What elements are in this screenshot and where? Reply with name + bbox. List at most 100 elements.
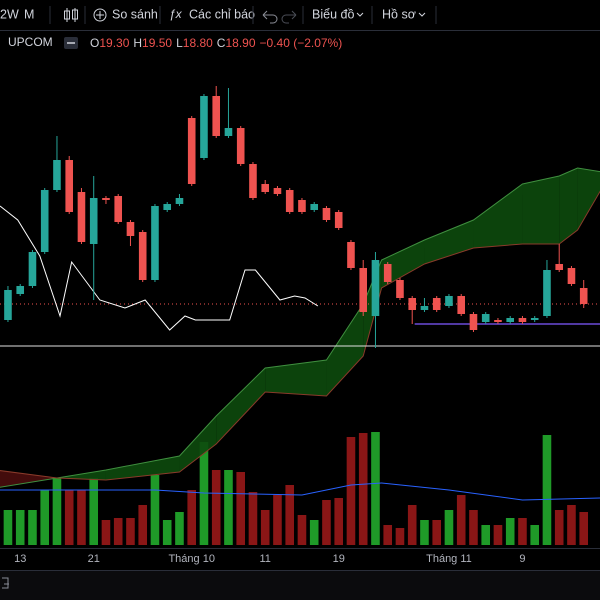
dropdown-icon — [418, 12, 426, 17]
volume-bar — [358, 433, 368, 545]
candle-body — [432, 298, 441, 310]
candle-body — [285, 190, 294, 212]
x-tick-label: 9 — [519, 553, 525, 565]
bottom-bar-icon[interactable] — [2, 577, 9, 589]
interval-button[interactable]: 2W — [0, 7, 19, 21]
volume-bar — [126, 518, 135, 545]
candle-body — [383, 264, 392, 282]
volume-bar — [175, 512, 184, 545]
volume-bar — [3, 510, 13, 545]
candle-body — [53, 160, 61, 190]
candle-body — [102, 198, 110, 200]
chart-menu-button[interactable]: Biểu đồ — [312, 7, 354, 21]
x-tick-label: 11 — [259, 553, 270, 565]
candle-body — [396, 280, 404, 298]
volume-bar — [101, 520, 111, 545]
candle-body — [16, 286, 25, 294]
cloud-segment — [559, 168, 578, 244]
volume-bar — [346, 437, 356, 545]
candle-body — [408, 298, 417, 310]
candle-body — [481, 314, 490, 322]
legend-label: O — [90, 36, 99, 50]
candle-body — [322, 208, 331, 220]
candle-body — [126, 222, 135, 236]
plot-area — [0, 86, 600, 545]
candle-body — [65, 160, 74, 212]
cloud-segment — [216, 368, 266, 444]
candle-body — [187, 118, 196, 184]
candle-body — [579, 288, 588, 304]
candle-body — [347, 242, 355, 268]
volume-bar — [273, 495, 282, 545]
compare-icon[interactable] — [93, 8, 107, 22]
cloud-segment — [179, 416, 217, 472]
candle-body — [543, 270, 551, 316]
toolbar: 2W M So sánh ƒx Các chỉ báo Biểu đồ Hồ s… — [0, 6, 600, 31]
cloud-segment — [522, 176, 560, 244]
indicators-button[interactable]: Các chỉ báo — [189, 7, 255, 21]
candle-body — [163, 204, 172, 210]
compare-button[interactable]: So sánh — [112, 7, 158, 21]
volume-bar — [542, 435, 552, 545]
cloud-segment — [424, 220, 474, 264]
volume-bar — [554, 510, 564, 545]
candle-body — [77, 192, 86, 242]
volume-bar — [162, 520, 172, 545]
candle-body — [298, 200, 306, 212]
volume-bar — [371, 432, 380, 545]
legend-value: 19.30 — [99, 36, 129, 50]
candle-body — [4, 290, 12, 320]
volume-bar — [322, 500, 331, 545]
x-tick-label: Tháng 10 — [168, 553, 214, 565]
bottom-bar — [0, 570, 600, 600]
candle-body — [334, 212, 343, 228]
redo-icon[interactable] — [281, 10, 297, 24]
volume-bar — [432, 520, 442, 545]
candle-body — [114, 196, 123, 222]
candle-body — [359, 268, 368, 312]
cloud-segment — [0, 470, 57, 488]
volume-bar — [481, 525, 491, 545]
legend-value: 19.50 — [142, 36, 172, 50]
volume-bar — [285, 485, 295, 545]
volume-bar — [530, 525, 540, 545]
indicators-icon[interactable]: ƒx — [169, 7, 183, 21]
volume-bar — [297, 515, 307, 545]
candle-body — [28, 252, 37, 286]
legend-value: 18.90 — [225, 36, 255, 50]
legend-value: 18.80 — [183, 36, 213, 50]
cloud-span-b — [0, 190, 600, 481]
undo-icon[interactable] — [262, 10, 278, 24]
candle-body — [530, 318, 539, 320]
ohlc-legend: O19.30 H19.50 L18.80 C18.90 −0.40 (−2.07%) — [90, 36, 342, 50]
candle-body — [457, 296, 466, 314]
exchange-label: UPCOM — [8, 35, 53, 49]
candle-body — [236, 128, 245, 164]
candle-body — [249, 164, 257, 198]
candle-body — [310, 204, 319, 210]
candle-body — [261, 184, 270, 192]
profile-button[interactable]: Hồ sơ — [382, 7, 416, 21]
legend-label: H — [133, 36, 142, 50]
candle-body — [518, 318, 527, 322]
chart-type-icon[interactable] — [64, 8, 78, 22]
volume-bar — [420, 520, 429, 545]
interval-button[interactable]: M — [24, 7, 34, 21]
volume-bar — [469, 510, 478, 545]
volume-bar — [150, 475, 160, 545]
volume-bar — [248, 492, 258, 545]
volume-bar — [505, 518, 515, 545]
candle-body — [151, 206, 159, 280]
candle-body — [200, 96, 208, 158]
volume-bar — [77, 490, 86, 545]
candle-body — [175, 198, 184, 204]
volume-bar — [224, 470, 233, 545]
cloud-segment — [473, 184, 523, 248]
time-axis — [0, 548, 600, 570]
x-tick-label: Tháng 11 — [426, 553, 472, 565]
volume-bar — [211, 470, 221, 545]
candle-body — [212, 96, 221, 136]
volume-bar — [64, 490, 74, 545]
